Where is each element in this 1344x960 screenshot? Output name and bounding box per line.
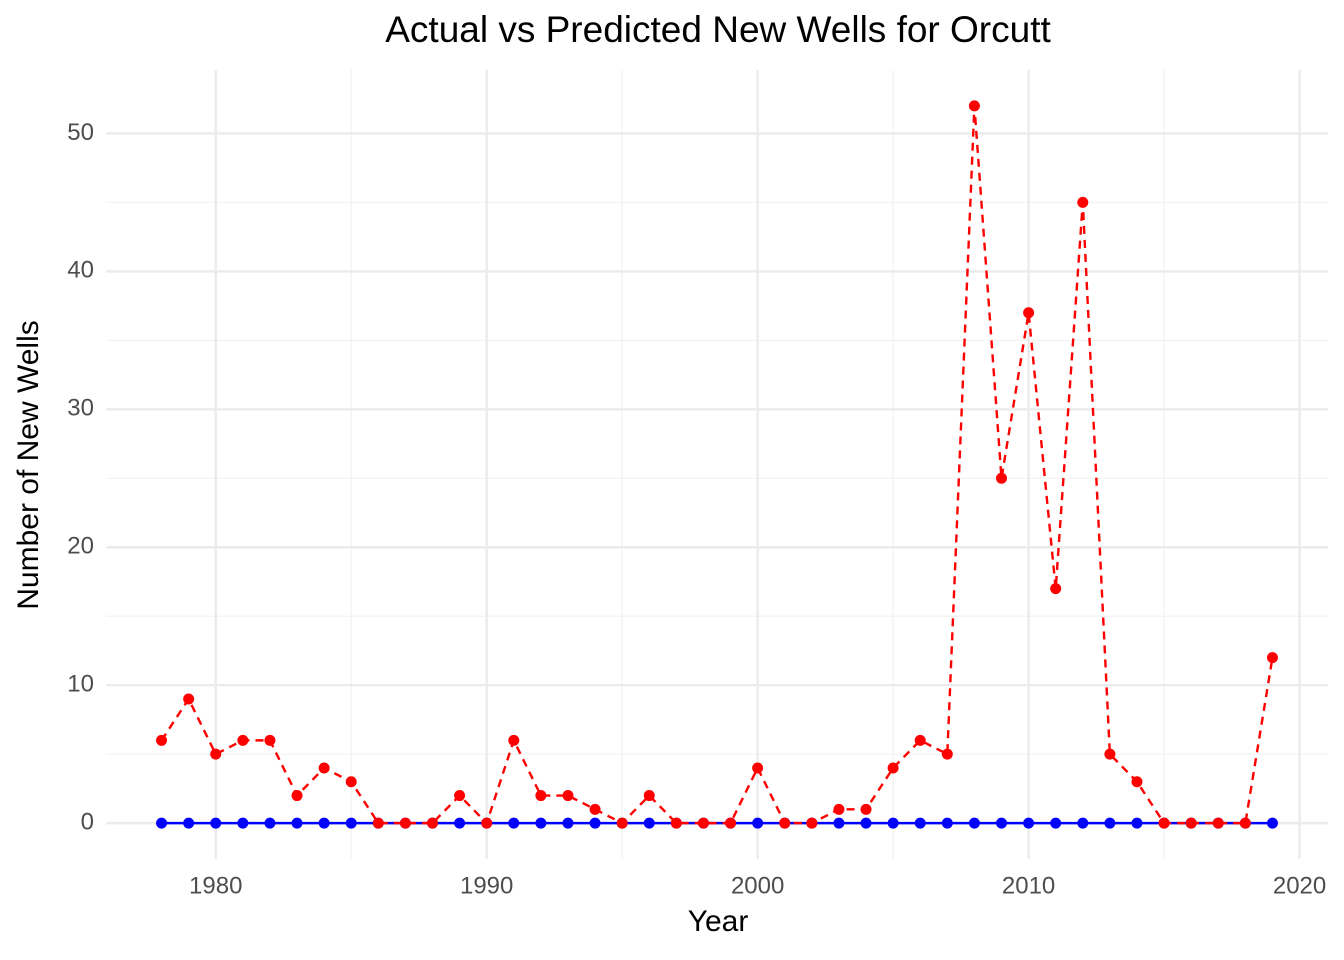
data-point	[183, 817, 195, 829]
data-point	[535, 817, 547, 829]
x-axis-label: Year	[688, 905, 749, 938]
y-tick-label: 50	[67, 119, 94, 146]
data-point	[1266, 817, 1278, 829]
data-point	[1104, 817, 1116, 829]
data-point	[454, 817, 466, 829]
data-point	[1158, 817, 1170, 829]
y-axis-label: Number of New Wells	[12, 320, 45, 610]
data-point	[508, 734, 520, 746]
data-point	[264, 734, 276, 746]
data-point	[779, 817, 791, 829]
data-point	[670, 817, 682, 829]
data-point	[1050, 583, 1062, 595]
data-point	[725, 817, 737, 829]
data-point	[318, 817, 330, 829]
data-point	[237, 817, 249, 829]
data-point	[1077, 817, 1089, 829]
data-point	[589, 803, 601, 815]
x-tick-label: 2000	[731, 872, 784, 899]
x-tick-label: 1980	[189, 872, 242, 899]
data-point	[1077, 196, 1089, 208]
chart-title: Actual vs Predicted New Wells for Orcutt	[385, 9, 1051, 50]
data-point	[183, 693, 195, 705]
data-point	[1023, 817, 1035, 829]
y-tick-label: 30	[67, 395, 94, 422]
data-point	[237, 734, 249, 746]
data-point	[996, 817, 1008, 829]
data-point	[562, 790, 574, 802]
data-point	[860, 803, 872, 815]
data-point	[1131, 817, 1143, 829]
data-point	[318, 762, 330, 774]
data-point	[616, 817, 628, 829]
data-point	[454, 790, 466, 802]
y-tick-label: 20	[67, 533, 94, 560]
y-tick-label: 40	[67, 257, 94, 284]
data-point	[1104, 748, 1116, 760]
x-tick-label: 2020	[1273, 872, 1326, 899]
data-point	[914, 734, 926, 746]
data-point	[345, 817, 357, 829]
data-point	[643, 817, 655, 829]
data-point	[508, 817, 520, 829]
data-point	[968, 100, 980, 112]
data-point	[1185, 817, 1197, 829]
data-point	[697, 817, 709, 829]
data-point	[345, 776, 357, 788]
data-point	[156, 734, 168, 746]
x-tick-label: 1990	[460, 872, 513, 899]
data-point	[887, 817, 899, 829]
data-point	[1212, 817, 1224, 829]
data-point	[210, 748, 222, 760]
data-point	[1023, 307, 1035, 319]
data-point	[156, 817, 168, 829]
data-point	[426, 817, 438, 829]
data-point	[968, 817, 980, 829]
data-point	[481, 817, 493, 829]
data-point	[291, 817, 303, 829]
data-point	[399, 817, 411, 829]
data-point	[291, 790, 303, 802]
data-point	[535, 790, 547, 802]
data-point	[833, 803, 845, 815]
data-point	[562, 817, 574, 829]
data-point	[210, 817, 222, 829]
data-point	[752, 817, 764, 829]
data-point	[372, 817, 384, 829]
y-tick-label: 10	[67, 671, 94, 698]
data-point	[1239, 817, 1251, 829]
series-line	[160, 105, 1274, 826]
data-point	[589, 817, 601, 829]
data-point	[914, 817, 926, 829]
data-point	[806, 817, 818, 829]
data-point	[1050, 817, 1062, 829]
data-point	[887, 762, 899, 774]
data-point	[996, 472, 1008, 484]
data-point	[752, 762, 764, 774]
data-point	[264, 817, 276, 829]
data-point	[643, 790, 655, 802]
data-point	[941, 748, 953, 760]
data-point	[860, 817, 872, 829]
data-point	[1131, 776, 1143, 788]
y-tick-label: 0	[81, 808, 94, 835]
x-tick-label: 2010	[1002, 872, 1055, 899]
data-point	[941, 817, 953, 829]
data-point	[1266, 652, 1278, 664]
data-point	[833, 817, 845, 829]
